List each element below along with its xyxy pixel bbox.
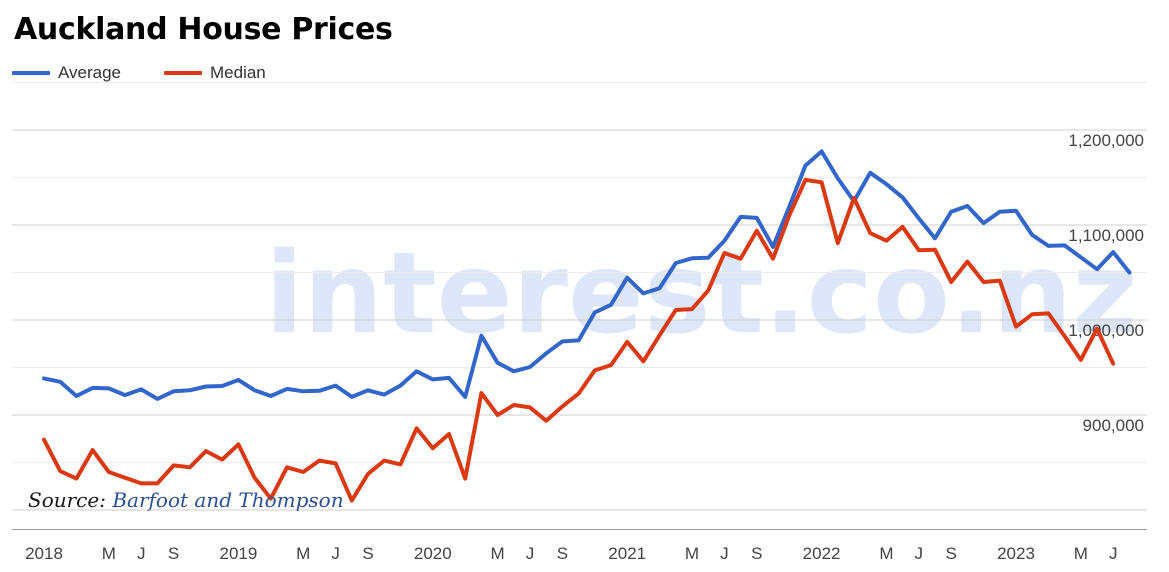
x-tick-label: J [720, 544, 729, 563]
x-tick-label: M [879, 544, 893, 563]
watermark: interest.co.nz [265, 229, 1137, 359]
x-tick-label: 2023 [997, 544, 1035, 563]
x-tick-label: J [1109, 544, 1118, 563]
legend-swatch-median [164, 71, 202, 75]
y-axis-tick-labels: 900,000 1,000,000 1,100,000 1,200,000 [1068, 131, 1144, 435]
x-tick-label: 2018 [25, 544, 63, 563]
x-tick-label: 2019 [219, 544, 257, 563]
x-tick-label: J [915, 544, 924, 563]
legend-swatch-average [12, 71, 50, 75]
x-tick-label: M [1074, 544, 1088, 563]
series-line-average [42, 149, 1132, 401]
x-tick-label: S [362, 544, 373, 563]
x-axis-tick-labels: 2018 M J S 2019 M J S 2020 M J S 2021 M J S 2022 M J S 2023 M… [25, 544, 1117, 563]
x-tick-label: S [751, 544, 762, 563]
x-tick-label: 2020 [414, 544, 452, 563]
series-line-median [42, 177, 1116, 503]
x-tick-label: S [946, 544, 957, 563]
x-tick-label: M [296, 544, 310, 563]
gridlines [12, 82, 1147, 530]
x-tick-label: M [102, 544, 116, 563]
x-tick-label: M [685, 544, 699, 563]
source-label: Source: [28, 488, 106, 512]
y-tick-label: 1,200,000 [1068, 131, 1144, 150]
legend-label-average: Average [58, 63, 122, 82]
x-tick-label: S [168, 544, 179, 563]
x-tick-label: M [491, 544, 505, 563]
source-note: Source: Barfoot and Thompson [28, 488, 344, 512]
series-lines [42, 149, 1132, 503]
x-tick-label: J [137, 544, 146, 563]
x-tick-label: S [557, 544, 568, 563]
x-tick-label: 2021 [608, 544, 646, 563]
x-tick-label: J [526, 544, 535, 563]
x-tick-label: J [331, 544, 340, 563]
y-tick-label: 1,100,000 [1068, 226, 1144, 245]
source-name: Barfoot and Thompson [112, 488, 344, 512]
x-tick-label: 2022 [803, 544, 841, 563]
legend-label-median: Median [210, 63, 266, 82]
chart-title: Auckland House Prices [14, 12, 393, 47]
y-tick-label: 1,000,000 [1068, 321, 1144, 340]
y-tick-label: 900,000 [1083, 416, 1144, 435]
